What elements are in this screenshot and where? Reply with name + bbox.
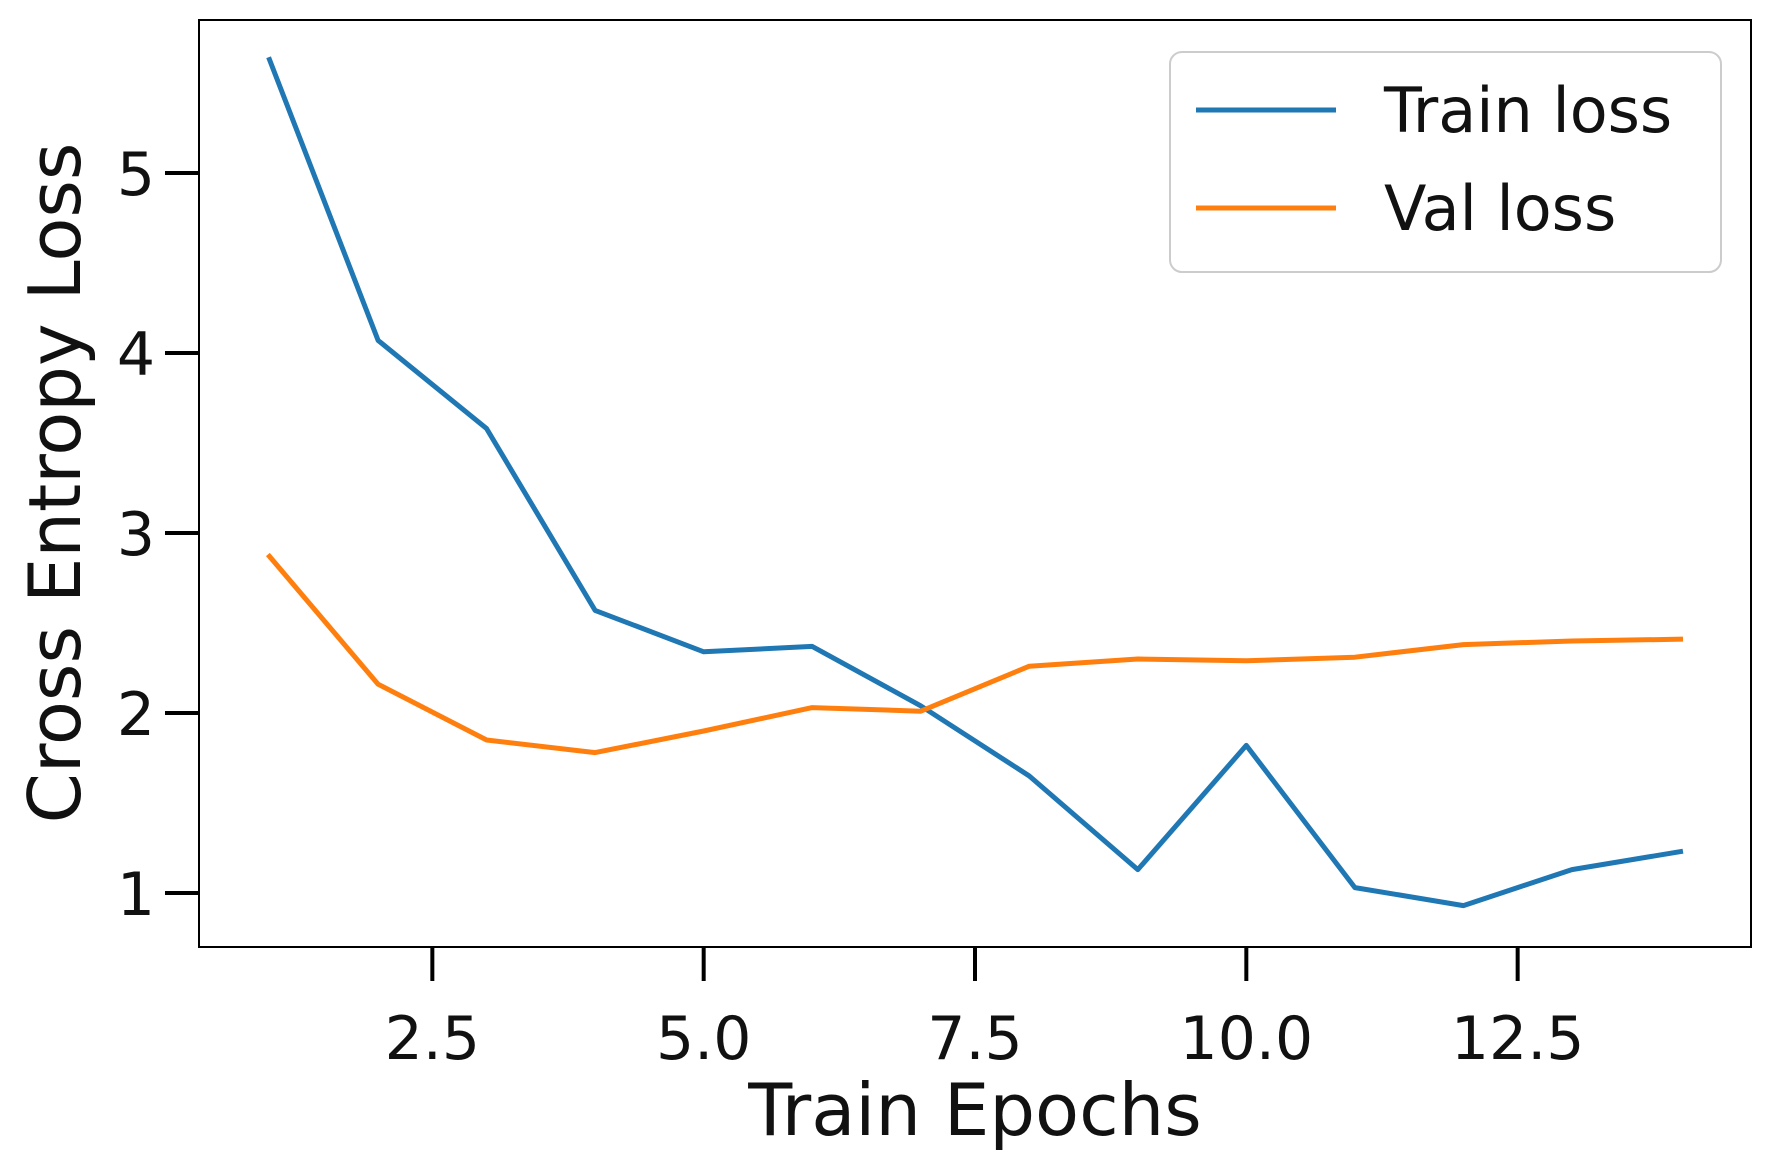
x-axis-label: Train Epochs [747,1068,1202,1152]
x-tick-label: 5.0 [656,1004,751,1074]
y-tick-label: 2 [117,680,155,750]
legend-label-val-loss: Val loss [1384,172,1616,245]
legend-label-train-loss: Train loss [1383,74,1672,147]
y-tick-label: 3 [117,500,155,570]
y-tick-label: 5 [117,140,155,210]
legend-box [1169,51,1722,273]
legend: Train loss Val loss [1169,51,1722,273]
series-line-val-loss [265,552,1684,756]
x-tick-label: 12.5 [1451,1004,1585,1074]
x-tick-label: 10.0 [1180,1004,1314,1074]
x-axis-ticks: 2.5 5.0 7.5 10.0 12.5 [385,947,1585,1074]
series-line-train-loss [266,56,1684,909]
x-tick-label: 2.5 [385,1004,480,1074]
y-axis-label: Cross Entropy Loss [13,143,97,824]
y-tick-label: 4 [117,320,155,390]
y-tick-label: 1 [117,860,155,930]
x-tick-label: 7.5 [927,1004,1022,1074]
series-layer [265,56,1684,909]
y-axis-ticks: 1 2 3 4 5 [117,140,199,930]
